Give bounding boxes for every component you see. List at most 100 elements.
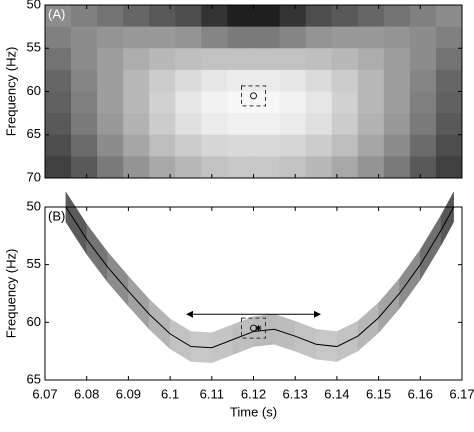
heat-cell [227, 91, 254, 114]
panel-label: (B) [48, 208, 65, 223]
heat-cell [71, 69, 98, 92]
heat-cell [149, 69, 176, 92]
y-tick-label: 50 [27, 0, 41, 11]
asterisk [255, 325, 262, 332]
heat-cell [71, 156, 98, 179]
heat-cell [97, 69, 124, 92]
heat-cell [201, 5, 228, 28]
heat-cell [227, 156, 254, 179]
heat-cell [253, 5, 281, 28]
heat-cell [227, 113, 254, 136]
y-tick-label: 55 [27, 40, 41, 55]
panel-label: (A) [48, 6, 65, 21]
heat-cell [305, 113, 333, 136]
heat-cell [175, 48, 202, 71]
heat-cell [383, 91, 411, 114]
x-tick-label: 6.16 [408, 386, 433, 401]
heat-cell [175, 134, 202, 157]
heat-cell [149, 26, 176, 49]
heat-cell [279, 113, 307, 136]
peak-marker [250, 324, 257, 332]
x-tick-label: 6.08 [74, 386, 99, 401]
heat-cell [149, 134, 176, 157]
heat-cell [357, 91, 385, 114]
heat-cell [45, 113, 72, 136]
heat-cell [149, 48, 176, 71]
heat-cell [409, 5, 437, 28]
heat-cell [279, 26, 307, 49]
y-tick-label: 65 [27, 126, 41, 141]
selection-box [241, 85, 266, 107]
heat-cell [331, 91, 359, 114]
heat-cell [409, 91, 437, 114]
x-tick-label: 6.14 [324, 386, 349, 401]
heat-cell [331, 26, 359, 49]
heat-cell [409, 26, 437, 49]
heat-cell [305, 156, 333, 179]
heat-cell [45, 69, 72, 92]
y-tick-label: 50 [27, 198, 41, 213]
heat-cell [45, 156, 72, 179]
heat-cell [383, 48, 411, 71]
heat-cell [383, 5, 411, 28]
heat-cell [253, 69, 281, 92]
heat-cell [435, 91, 463, 114]
heat-cell [123, 134, 150, 157]
heat-cell [357, 26, 385, 49]
x-tick-label: 6.11 [200, 386, 224, 401]
heat-cell [279, 156, 307, 179]
heat-cell [435, 69, 463, 92]
heat-cell [357, 5, 385, 28]
heat-cell [123, 113, 150, 136]
y-axis-label: Frequency (Hz) [3, 249, 18, 339]
heat-cell [253, 26, 281, 49]
heat-cell [97, 134, 124, 157]
y-tick-label: 65 [27, 371, 41, 386]
heat-cell [227, 26, 254, 49]
heat-cell [45, 48, 72, 71]
heat-cell [253, 134, 281, 157]
heat-cell [305, 26, 333, 49]
heat-cell [305, 48, 333, 71]
x-tick-label: 6.17 [449, 386, 474, 401]
heat-cell [175, 91, 202, 114]
heat-cell [253, 113, 281, 136]
heat-cell [149, 113, 176, 136]
heat-cell [383, 26, 411, 49]
y-tick-label: 55 [27, 256, 41, 271]
heat-cell [201, 113, 228, 136]
heat-cell [175, 69, 202, 92]
heat-cell [45, 134, 72, 157]
heat-cell [383, 156, 411, 179]
y-tick-label: 70 [27, 169, 41, 184]
heat-cell [175, 5, 202, 28]
x-tick-label: 6.07 [32, 386, 57, 401]
heat-cell [435, 26, 463, 49]
heat-cell [97, 113, 124, 136]
heat-cell [227, 5, 254, 28]
heat-cell [279, 134, 307, 157]
heat-cell [97, 156, 124, 179]
heat-cell [149, 5, 176, 28]
heat-cell [123, 48, 150, 71]
heat-cell [305, 134, 333, 157]
heat-cell [201, 69, 228, 92]
heat-cell [331, 48, 359, 71]
heat-cell [357, 113, 385, 136]
heat-cell [175, 113, 202, 136]
heat-cell [71, 48, 98, 71]
heat-cell [383, 69, 411, 92]
heat-cell [227, 134, 254, 157]
peak-marker [250, 92, 257, 100]
heat-cell [45, 91, 72, 114]
heat-cell [253, 48, 281, 71]
heat-cell [305, 69, 333, 92]
selection-box [241, 317, 266, 339]
heat-cell [201, 26, 228, 49]
heat-cell [149, 156, 176, 179]
heat-cell [305, 91, 333, 114]
heat-cell [253, 156, 281, 179]
y-tick-label: 60 [27, 314, 41, 329]
x-tick-label: 6.1 [161, 386, 179, 401]
heat-cell [71, 26, 98, 49]
